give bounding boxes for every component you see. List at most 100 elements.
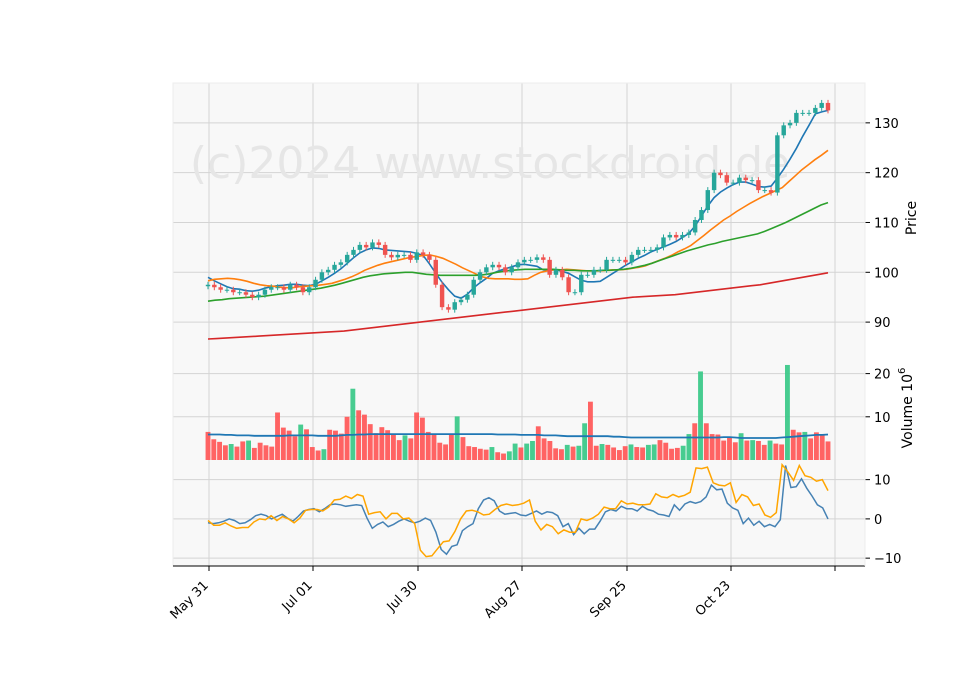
candle-body xyxy=(420,252,426,255)
price-ma_mid-line xyxy=(207,149,829,289)
volume-ma-line xyxy=(208,433,829,439)
volume-bar xyxy=(593,445,599,460)
candle-body xyxy=(553,269,559,275)
candle xyxy=(806,109,812,116)
candle-body xyxy=(446,307,451,310)
candle-body xyxy=(806,112,812,114)
volume-bar xyxy=(385,430,391,460)
volume-bar xyxy=(414,412,420,460)
volume-bar xyxy=(686,434,692,460)
price-panel-bg xyxy=(173,83,865,352)
volume-bar xyxy=(750,440,756,460)
candle-body xyxy=(452,302,457,310)
candle xyxy=(433,256,438,288)
candle xyxy=(661,234,666,251)
candle xyxy=(579,271,584,296)
candle-body xyxy=(363,244,369,248)
osc-y-tick-label: 10 xyxy=(874,474,891,489)
volume-bar xyxy=(408,438,414,460)
candle xyxy=(623,256,628,266)
candle-body xyxy=(313,279,318,288)
candle xyxy=(224,286,230,293)
candle xyxy=(756,177,761,194)
candle xyxy=(724,172,729,186)
candle-body xyxy=(300,287,306,293)
volume-bar xyxy=(304,429,309,460)
candle-body xyxy=(585,274,590,276)
osc-y-tick-label: 0 xyxy=(874,513,882,528)
volume-bar xyxy=(616,450,622,460)
candle-body xyxy=(389,254,394,258)
volume-bar xyxy=(443,444,449,460)
volume-bar xyxy=(599,444,605,460)
candle-body xyxy=(781,125,786,136)
volume-bar xyxy=(524,443,530,460)
volume-bar xyxy=(286,430,292,460)
volume-bar xyxy=(582,423,588,460)
candle xyxy=(401,251,407,258)
volume-bar xyxy=(553,448,559,460)
price-ma_longest-line xyxy=(207,272,829,340)
volume-bar xyxy=(234,446,240,460)
volume-axis-label-text: Volume 10 xyxy=(900,374,916,448)
volume-bar xyxy=(460,437,466,460)
candle xyxy=(749,177,755,184)
volume-bar xyxy=(280,427,286,460)
x-tick-label: Oct 23 xyxy=(693,578,734,619)
candle-body xyxy=(522,259,527,263)
candle xyxy=(635,246,641,258)
volume-bar xyxy=(559,449,564,460)
candle xyxy=(566,274,571,296)
candle-body xyxy=(382,244,388,255)
volume-bar xyxy=(251,447,257,460)
volume-bar xyxy=(564,444,570,460)
candle xyxy=(610,256,616,263)
candle xyxy=(288,281,293,293)
candle xyxy=(711,169,717,194)
volume-bar xyxy=(744,440,750,460)
volume-bar xyxy=(669,448,674,460)
candle-body xyxy=(395,254,401,258)
candle xyxy=(338,259,344,268)
price-y-tick-label: 130 xyxy=(874,117,899,132)
candle-body xyxy=(661,237,666,248)
volume-bar xyxy=(779,444,785,460)
candle xyxy=(300,284,306,296)
volume-bar xyxy=(640,447,646,460)
candle-body xyxy=(591,269,597,275)
candle-body xyxy=(205,284,211,287)
volume-bar xyxy=(373,433,379,460)
candle-body xyxy=(711,172,717,191)
candle-body xyxy=(224,289,230,291)
volume-bar xyxy=(309,447,315,460)
volume-bar xyxy=(437,442,443,460)
candle xyxy=(408,251,413,263)
candle-body xyxy=(344,254,350,263)
volume-bar xyxy=(651,444,657,460)
candle-body xyxy=(534,257,540,260)
volume-bar xyxy=(634,447,640,460)
volume-bar xyxy=(802,431,808,460)
candle xyxy=(686,229,692,238)
volume-bar xyxy=(211,439,217,460)
candle-body xyxy=(427,254,432,260)
candle xyxy=(262,286,268,298)
volume-bar xyxy=(767,440,773,460)
volume-bar xyxy=(727,436,732,460)
candle-body xyxy=(787,122,793,126)
volume-y-tick-label: 20 xyxy=(874,368,891,383)
candle xyxy=(629,251,635,266)
price-axis-label: Price xyxy=(904,201,920,235)
candle-body xyxy=(528,259,533,261)
candle xyxy=(351,246,356,258)
volume-bar xyxy=(379,427,385,460)
candle-body xyxy=(357,244,363,250)
candle-body xyxy=(800,112,805,114)
volume-bar xyxy=(645,444,651,460)
candle-body xyxy=(737,177,742,183)
candle-body xyxy=(629,254,635,263)
candle-body xyxy=(250,294,255,298)
candle-body xyxy=(673,234,679,238)
volume-bar xyxy=(541,438,547,460)
volume-bar xyxy=(321,449,327,460)
